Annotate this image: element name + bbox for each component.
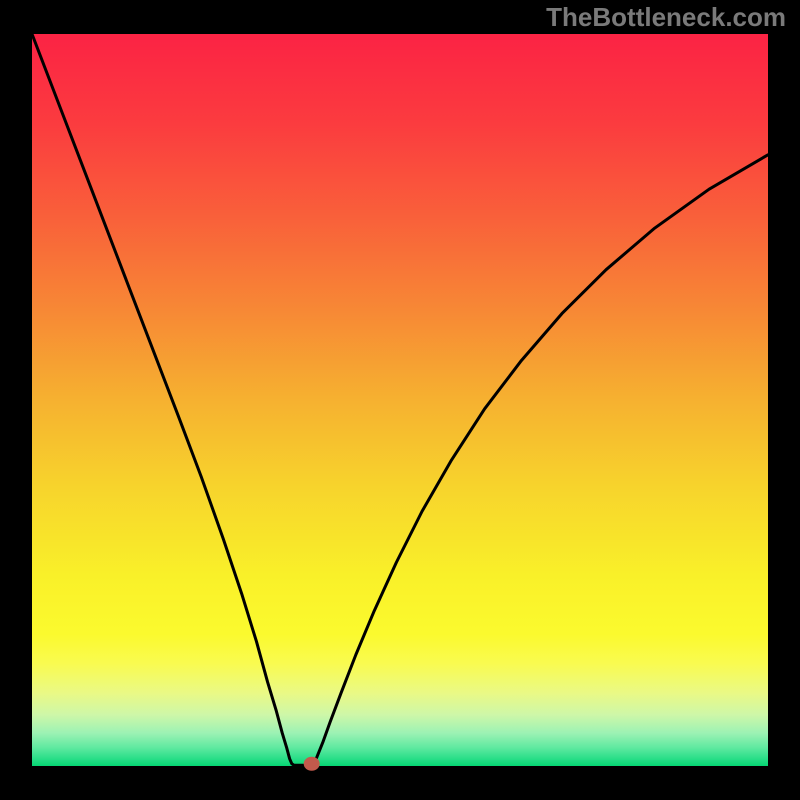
chart-frame-border bbox=[0, 0, 32, 800]
bottleneck-curve bbox=[32, 34, 768, 766]
bottleneck-marker bbox=[304, 757, 320, 771]
watermark-text: TheBottleneck.com bbox=[546, 2, 786, 33]
chart-frame-border bbox=[768, 0, 800, 800]
chart-frame-border bbox=[0, 766, 800, 800]
